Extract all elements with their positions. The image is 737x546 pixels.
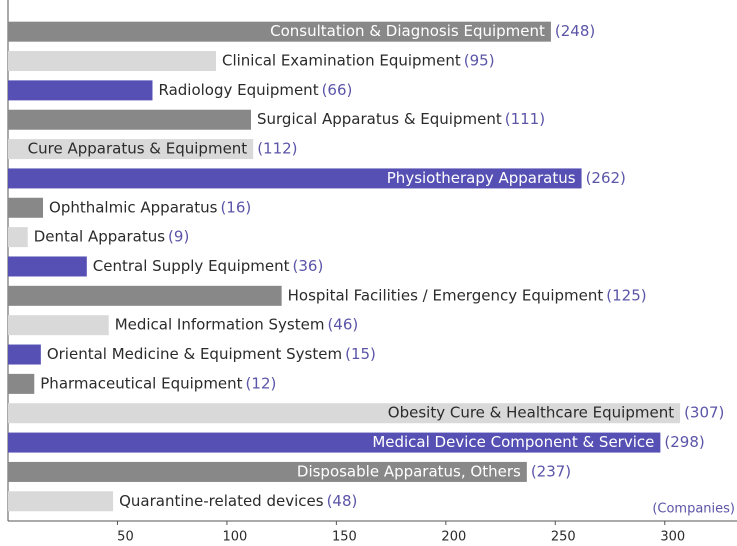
- bar-label: Obesity Cure & Healthcare Equipment: [388, 404, 674, 422]
- bar: [8, 197, 44, 218]
- bar: [8, 256, 87, 277]
- bar-label: Physiotherapy Apparatus: [387, 169, 576, 187]
- value-label: (36): [293, 257, 324, 275]
- bar: [8, 491, 114, 512]
- value-label: (237): [531, 462, 571, 480]
- bar: [8, 109, 251, 130]
- bar-label: Pharmaceutical Equipment: [40, 374, 242, 392]
- bar-label: Quarantine-related devices: [119, 492, 324, 510]
- bar: [8, 168, 582, 189]
- value-label: (262): [586, 169, 626, 187]
- x-axis-label: (Companies): [652, 502, 735, 517]
- bar: [8, 373, 35, 394]
- value-label: (16): [220, 198, 251, 216]
- bar: [8, 403, 681, 424]
- bar-label: Consultation & Diagnosis Equipment: [270, 22, 545, 40]
- value-label: (48): [327, 492, 358, 510]
- bar-label: Hospital Facilities / Emergency Equipmen…: [288, 286, 604, 304]
- bar: [8, 285, 282, 306]
- bar-label: Dental Apparatus: [34, 228, 166, 246]
- x-tick-label: 100: [223, 530, 248, 545]
- bar-label: Central Supply Equipment: [93, 257, 290, 275]
- value-label: (298): [664, 433, 704, 451]
- value-label: (9): [168, 228, 189, 246]
- bar-label: Medical Information System: [115, 316, 325, 334]
- bar-label: Oriental Medicine & Equipment System: [47, 345, 342, 363]
- value-label: (15): [345, 345, 376, 363]
- bar-label: Clinical Examination Equipment: [222, 52, 461, 70]
- value-label: (112): [257, 140, 297, 158]
- value-label: (307): [684, 404, 724, 422]
- x-tick-label: 300: [660, 530, 685, 545]
- bar: [8, 461, 527, 482]
- x-tick-label: 200: [441, 530, 466, 545]
- bar-label: Ophthalmic Apparatus: [49, 198, 218, 216]
- bar: [8, 315, 109, 336]
- value-label: (248): [555, 22, 595, 40]
- bar: [8, 344, 41, 365]
- bar: [8, 51, 216, 72]
- bar-label: Disposable Apparatus, Others: [297, 462, 521, 480]
- bar-label: Radiology Equipment: [158, 81, 318, 99]
- bar-label: Medical Device Component & Service: [372, 433, 654, 451]
- bar: [8, 21, 551, 42]
- bar: [8, 227, 28, 248]
- value-label: (111): [505, 110, 545, 128]
- bar: [8, 432, 661, 453]
- value-label: (12): [246, 374, 277, 392]
- bar-label: Surgical Apparatus & Equipment: [257, 110, 502, 128]
- value-label: (46): [327, 316, 358, 334]
- value-label: (66): [322, 81, 353, 99]
- bar: [8, 139, 254, 160]
- x-tick-label: 150: [332, 530, 357, 545]
- value-label: (125): [606, 286, 646, 304]
- value-label: (95): [464, 52, 495, 70]
- bar-label: Cure Apparatus & Equipment: [28, 140, 248, 158]
- x-tick-label: 250: [551, 530, 576, 545]
- x-tick-label: 50: [117, 530, 134, 545]
- bar: [8, 80, 153, 101]
